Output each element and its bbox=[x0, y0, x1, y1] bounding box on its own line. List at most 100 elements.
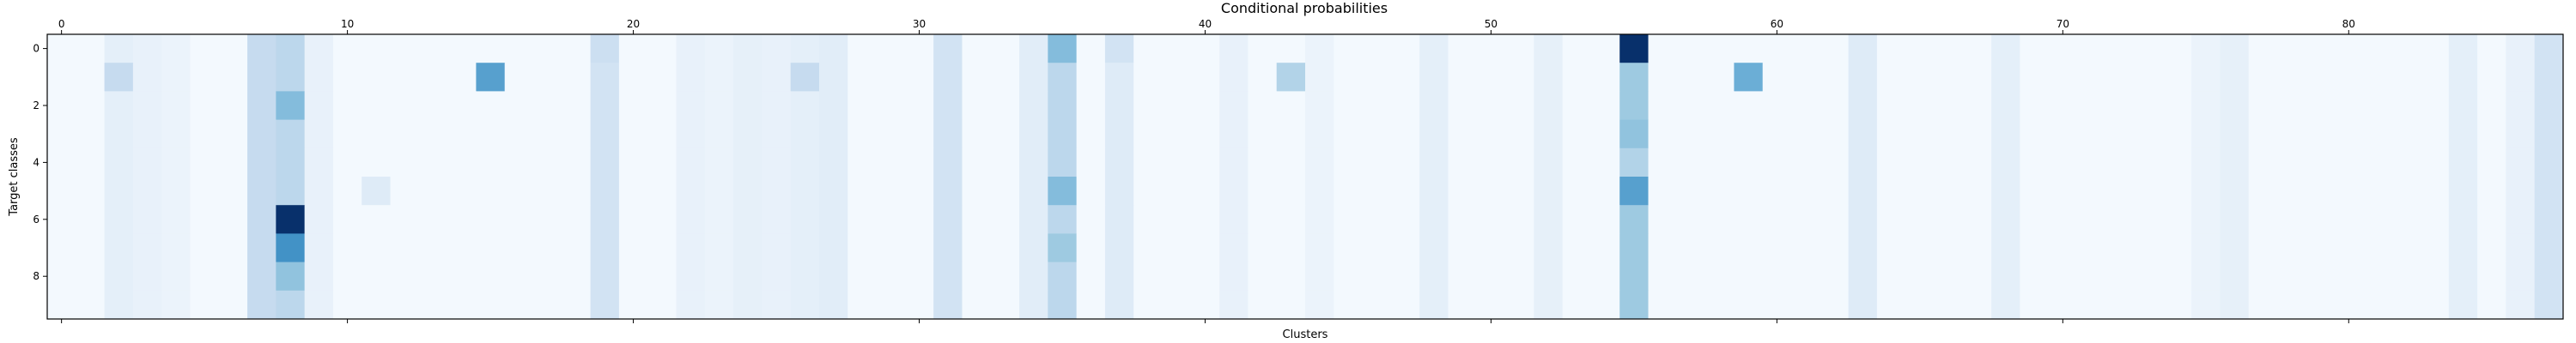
heatmap-cell bbox=[418, 63, 448, 92]
heatmap-cell bbox=[533, 119, 562, 149]
heatmap-cell bbox=[1820, 233, 1850, 262]
heatmap-cell bbox=[390, 91, 420, 120]
heatmap-cell bbox=[1390, 34, 1420, 63]
heatmap-cell bbox=[1534, 205, 1564, 234]
heatmap-cell bbox=[1162, 262, 1192, 292]
x-tick-label: 50 bbox=[1485, 18, 1498, 30]
heatmap-cell bbox=[1590, 34, 1620, 63]
heatmap-cell bbox=[1848, 290, 1878, 320]
heatmap-cell bbox=[733, 63, 762, 92]
heatmap-cell bbox=[2534, 91, 2564, 120]
heatmap-cell bbox=[1762, 205, 1792, 234]
heatmap-cell bbox=[276, 91, 306, 120]
heatmap-cell bbox=[1505, 147, 1534, 178]
heatmap-cell bbox=[590, 233, 620, 262]
heatmap-cell bbox=[1076, 147, 1106, 178]
heatmap-cell bbox=[2191, 262, 2221, 292]
heatmap-cell bbox=[1991, 205, 2020, 234]
heatmap-cell bbox=[1419, 147, 1449, 178]
heatmap-cell bbox=[504, 290, 534, 320]
heatmap-cell bbox=[1705, 205, 1735, 234]
heatmap-cell bbox=[818, 290, 848, 320]
heatmap-cell bbox=[2277, 147, 2306, 178]
heatmap-cell bbox=[476, 34, 506, 63]
heatmap-cell bbox=[647, 63, 677, 92]
heatmap-cell bbox=[1619, 91, 1649, 120]
heatmap-cell bbox=[1219, 177, 1249, 206]
heatmap-cell bbox=[1762, 63, 1792, 92]
heatmap-cell bbox=[1362, 119, 1392, 149]
heatmap-cell bbox=[1448, 262, 1478, 292]
heatmap-cell bbox=[2220, 205, 2250, 234]
heatmap-cell bbox=[1991, 290, 2020, 320]
heatmap-cell bbox=[933, 63, 963, 92]
heatmap-cell bbox=[276, 262, 306, 292]
heatmap-cell bbox=[1705, 233, 1735, 262]
heatmap-cell bbox=[762, 147, 792, 178]
heatmap-cell bbox=[1448, 205, 1478, 234]
heatmap-cell bbox=[2420, 177, 2450, 206]
heatmap-cell bbox=[1390, 63, 1420, 92]
heatmap-cell bbox=[1648, 147, 1678, 178]
heatmap-cell bbox=[1276, 290, 1306, 320]
heatmap-cell bbox=[2362, 147, 2392, 178]
heatmap-cell bbox=[476, 262, 506, 292]
heatmap-cell bbox=[1562, 233, 1592, 262]
heatmap-cell bbox=[2334, 147, 2364, 178]
heatmap-cell bbox=[590, 63, 620, 92]
heatmap-cell bbox=[1676, 290, 1706, 320]
heatmap-cell bbox=[2534, 177, 2564, 206]
heatmap-cell bbox=[1076, 290, 1106, 320]
heatmap-cell bbox=[2391, 34, 2421, 63]
heatmap-cell bbox=[247, 63, 276, 92]
heatmap-cell bbox=[1505, 177, 1534, 206]
heatmap-cell bbox=[2134, 147, 2164, 178]
heatmap-cell bbox=[132, 147, 162, 178]
heatmap-cell bbox=[2020, 63, 2050, 92]
heatmap-cell bbox=[1162, 233, 1192, 262]
heatmap-cell bbox=[618, 262, 648, 292]
heatmap-cell bbox=[1334, 119, 1363, 149]
chart-title: Conditional probabilities bbox=[1221, 0, 1388, 16]
heatmap-cell bbox=[562, 91, 592, 120]
heatmap-cell bbox=[2076, 91, 2106, 120]
heatmap-cell bbox=[933, 91, 963, 120]
heatmap-cell bbox=[47, 147, 76, 178]
heatmap-cell bbox=[590, 34, 620, 63]
heatmap-cell bbox=[933, 290, 963, 320]
heatmap-cell bbox=[647, 147, 677, 178]
heatmap-cell bbox=[332, 119, 362, 149]
heatmap-cell bbox=[818, 262, 848, 292]
heatmap-cell bbox=[2477, 34, 2506, 63]
heatmap-cell bbox=[447, 205, 477, 234]
heatmap-cell bbox=[1362, 91, 1392, 120]
heatmap-cell bbox=[562, 262, 592, 292]
heatmap-cell bbox=[1505, 205, 1534, 234]
heatmap-cell bbox=[848, 119, 877, 149]
heatmap-cell bbox=[47, 91, 76, 120]
heatmap-cell bbox=[2420, 91, 2450, 120]
heatmap-cell bbox=[390, 34, 420, 63]
heatmap-cell bbox=[2306, 205, 2336, 234]
heatmap-cell bbox=[2191, 205, 2221, 234]
heatmap-cell bbox=[1848, 119, 1878, 149]
heatmap-cell bbox=[476, 205, 506, 234]
heatmap-cell bbox=[2362, 34, 2392, 63]
heatmap-cell bbox=[818, 91, 848, 120]
heatmap-cell bbox=[1934, 63, 1964, 92]
heatmap-cell bbox=[1876, 147, 1906, 178]
heatmap-cell bbox=[1762, 119, 1792, 149]
heatmap-cell bbox=[1505, 119, 1534, 149]
heatmap-cell bbox=[647, 34, 677, 63]
heatmap-cell bbox=[1133, 233, 1163, 262]
heatmap-cell bbox=[76, 205, 105, 234]
heatmap-cell bbox=[904, 262, 934, 292]
heatmap-cell bbox=[47, 119, 76, 149]
heatmap-cell bbox=[533, 91, 562, 120]
heatmap-cell bbox=[2306, 63, 2336, 92]
heatmap-cell bbox=[2048, 91, 2078, 120]
heatmap-cell bbox=[790, 205, 820, 234]
heatmap-cell bbox=[1848, 91, 1878, 120]
heatmap-cell bbox=[2391, 119, 2421, 149]
heatmap-cell bbox=[2277, 63, 2306, 92]
